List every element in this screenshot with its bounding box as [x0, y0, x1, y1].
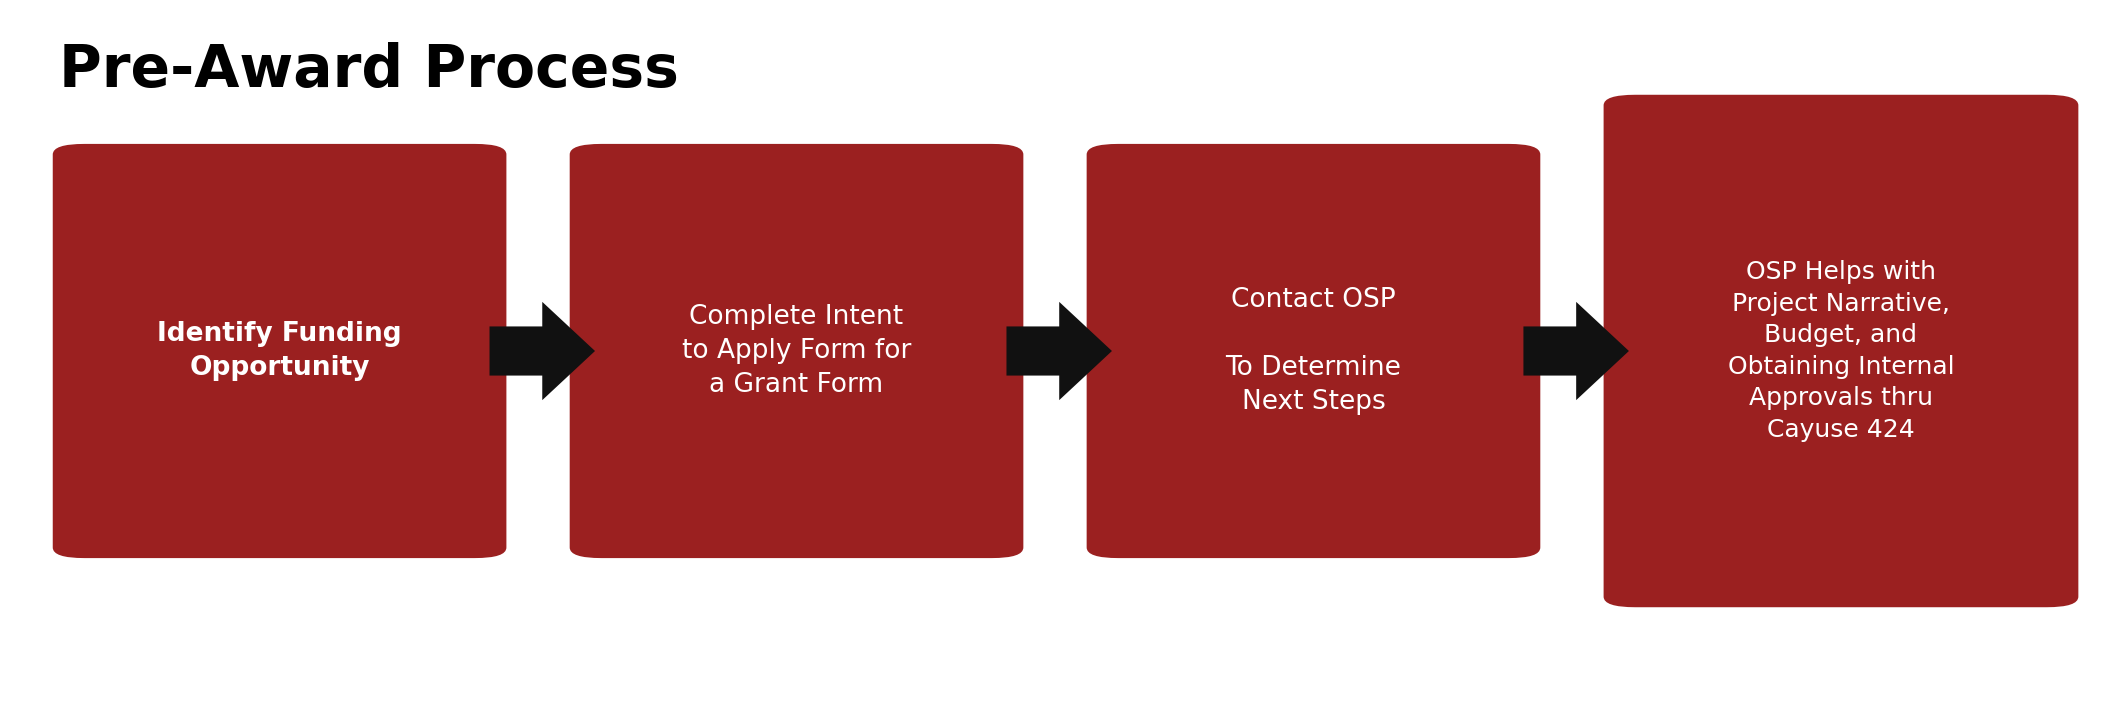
Polygon shape [1006, 302, 1112, 400]
FancyBboxPatch shape [1087, 144, 1540, 558]
Text: OSP Helps with
Project Narrative,
Budget, and
Obtaining Internal
Approvals thru
: OSP Helps with Project Narrative, Budget… [1728, 260, 1954, 442]
FancyBboxPatch shape [53, 144, 506, 558]
Text: Pre-Award Process: Pre-Award Process [59, 42, 679, 99]
Polygon shape [1523, 302, 1629, 400]
Polygon shape [490, 302, 595, 400]
Text: Identify Funding
Opportunity: Identify Funding Opportunity [158, 321, 401, 381]
Text: Contact OSP

To Determine
Next Steps: Contact OSP To Determine Next Steps [1226, 287, 1401, 415]
Text: Complete Intent
to Apply Form for
a Grant Form: Complete Intent to Apply Form for a Gran… [682, 304, 912, 398]
FancyBboxPatch shape [570, 144, 1023, 558]
FancyBboxPatch shape [1604, 95, 2078, 607]
